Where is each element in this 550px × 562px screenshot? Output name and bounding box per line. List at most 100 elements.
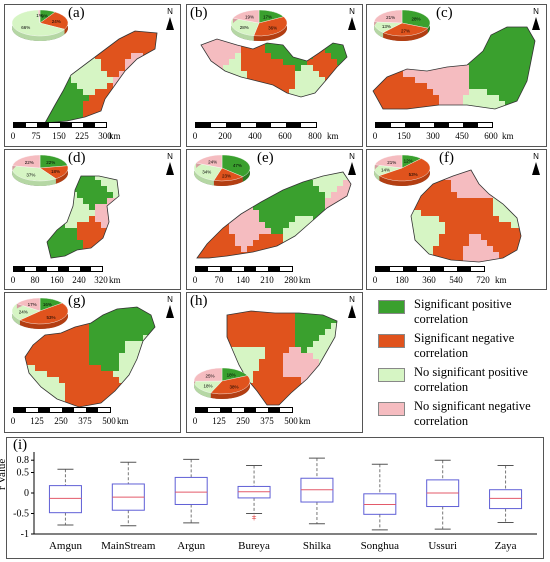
map-cell [11,198,17,204]
map-cell [223,204,229,210]
map-cell [187,246,193,252]
map-cell [47,216,53,222]
map-cell [17,258,23,264]
pie-slice-label: 22% [25,160,34,165]
map-cell [511,216,517,222]
map-cell [59,240,65,246]
map-cell [343,228,349,234]
map-cell [241,89,247,95]
map-cell [125,47,131,53]
map-cell [125,143,131,146]
map-cell [119,329,125,335]
map-cell [433,186,439,192]
map-cell [535,95,541,101]
map-cell [35,359,41,365]
map-cell [535,210,541,216]
map-cell [161,186,167,192]
map-cell [95,31,101,35]
map-cell [349,71,355,77]
map-cell [5,246,11,252]
map-cell [131,168,137,174]
map-cell [149,353,155,359]
map-cell [119,246,125,252]
map-cell [193,143,199,146]
map-cell [235,65,241,71]
map-cell [247,222,253,228]
map-cell [355,41,361,47]
map-cell [149,180,155,186]
map-cell [23,107,29,113]
map-cell [65,198,71,204]
map-cell [205,143,211,146]
map-cell [179,47,180,53]
map-cell [59,107,65,113]
map-cell [131,204,137,210]
map-cell [523,41,529,47]
map-cell [487,53,493,59]
map-cell [47,65,53,71]
map-cell [137,383,143,389]
map-cell [301,150,307,156]
map-cell [355,234,361,240]
map-cell [53,53,59,59]
map-cell [223,198,229,204]
map-cell [463,150,469,156]
map-cell [113,383,119,389]
map-cell [161,228,167,234]
map-cell [5,192,11,198]
map-cell [35,228,41,234]
map-cell [83,240,89,246]
map-cell [119,71,125,77]
map-cell [379,101,385,107]
pie-slice [195,154,223,169]
map-cell [355,282,361,288]
scale-unit-a: km [109,131,121,141]
map-cell [149,137,155,143]
map-cell [241,210,247,216]
map-cell [265,222,271,228]
map-cell [35,365,41,371]
map-cell [161,143,167,146]
map-cell [149,389,155,395]
map-cell [373,59,379,65]
map-cell [445,198,451,204]
map-cell [271,198,277,204]
map-cell [319,77,325,83]
map-cell [161,234,167,240]
map-cell [493,83,499,89]
map-cell [487,240,493,246]
map-cell [137,293,143,299]
map-cell [319,240,325,246]
map-cell [415,276,421,282]
map-cell [125,11,131,17]
map-cell [487,210,493,216]
map-cell [89,89,95,95]
map-cell [137,270,143,276]
map-cell [277,162,283,168]
map-cell [529,131,535,137]
map-cell [187,71,193,77]
map-cell [337,234,343,240]
map-cell [313,11,319,17]
map-cell [421,47,427,53]
map-cell [155,329,161,335]
map-cell [119,365,125,371]
map-cell [307,83,313,89]
map-cell [71,101,77,107]
map-cell [343,113,349,119]
map-cell [107,293,113,299]
map-cell [179,162,180,168]
map-cell [131,125,137,131]
map-cell [131,353,137,359]
map-cell [53,119,59,123]
map-cell [29,95,35,101]
map-cell [307,41,313,47]
map-cell [403,143,409,146]
map-cell [89,311,95,317]
map-cell [385,288,391,289]
map-cell [337,150,343,156]
map-cell [187,77,193,83]
map-cell [199,228,205,234]
map-cell [505,107,511,109]
map-cell [137,389,143,395]
